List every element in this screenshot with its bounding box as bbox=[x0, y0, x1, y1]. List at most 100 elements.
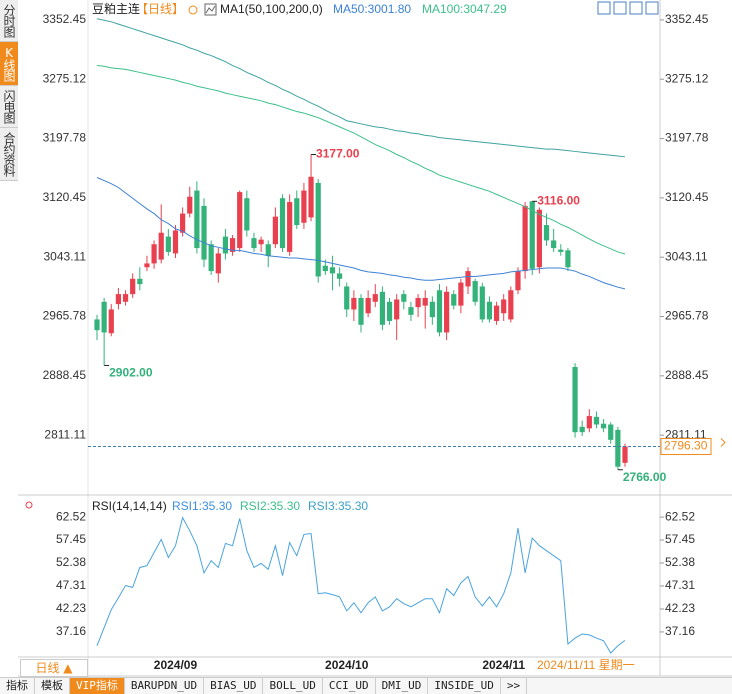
candle-body bbox=[222, 236, 229, 254]
y-tick-label: 3120.45 bbox=[43, 190, 87, 204]
candle-body bbox=[251, 238, 257, 249]
y-tick-label: 52.38 bbox=[665, 555, 695, 569]
y-tick-label: 3120.45 bbox=[665, 190, 709, 204]
candle-body bbox=[137, 278, 143, 285]
candle-body bbox=[565, 250, 571, 268]
legend-entry: MA50:3001.80 bbox=[333, 2, 411, 16]
y-tick-label: 3352.45 bbox=[665, 12, 709, 26]
candle-body bbox=[529, 201, 535, 269]
cursor-date: 2024/11/11 星期一 bbox=[537, 658, 635, 672]
candle-body bbox=[429, 301, 435, 318]
tool-icon[interactable] bbox=[629, 1, 643, 15]
candle-body bbox=[336, 273, 343, 279]
bottom-tab[interactable]: BARUPDN_UD bbox=[125, 678, 205, 694]
indicator-icon[interactable] bbox=[204, 3, 217, 16]
candle-body bbox=[229, 238, 236, 252]
candle-body bbox=[144, 263, 150, 268]
candle-body bbox=[536, 209, 542, 268]
y-tick-label: 62.52 bbox=[56, 509, 86, 523]
bottom-tab[interactable]: INSIDE_UD bbox=[428, 678, 501, 694]
candle-body bbox=[115, 294, 122, 305]
y-tick-label: 3197.78 bbox=[665, 131, 709, 145]
bottom-tab[interactable]: >> bbox=[501, 678, 528, 694]
tool-icon[interactable] bbox=[597, 1, 611, 15]
y-tick-label: 42.23 bbox=[56, 601, 86, 615]
y-tick-label: 3275.12 bbox=[665, 71, 709, 85]
bottom-tabs: 指标 模板 VIP指标 BARUPDN_UD BIAS_UD BOLL_UD CCI_UD D… bbox=[0, 677, 732, 694]
bottom-tab[interactable]: BOLL_UD bbox=[263, 678, 323, 694]
candle-body bbox=[208, 244, 214, 272]
candle-body bbox=[122, 294, 129, 302]
add-icon[interactable] bbox=[188, 5, 198, 15]
legend-entry: RSI1:35.30 bbox=[172, 499, 232, 513]
sidebar-tab[interactable]: K线图 bbox=[0, 42, 18, 86]
candle-body bbox=[408, 307, 414, 315]
candle-body bbox=[287, 202, 293, 252]
candle-body bbox=[422, 297, 428, 306]
candle-body bbox=[501, 299, 507, 314]
candle-body bbox=[358, 297, 364, 325]
candle-body bbox=[351, 297, 357, 310]
tool-icon[interactable] bbox=[645, 1, 659, 15]
sidebar-tab[interactable]: 闪电图 bbox=[0, 86, 18, 128]
candle-body bbox=[394, 299, 400, 320]
annotation-label: 3116.00 bbox=[537, 193, 580, 207]
y-tick-label: 57.45 bbox=[56, 532, 86, 546]
chart-title: 豆粕主连 bbox=[92, 1, 140, 16]
y-tick-label: 2811.11 bbox=[665, 427, 707, 441]
x-tick-label: 2024/10 bbox=[325, 658, 369, 672]
sidebar-tab[interactable]: 合约资料 bbox=[0, 128, 18, 181]
candle-body bbox=[622, 446, 628, 463]
candle-body bbox=[344, 286, 350, 310]
settings-icon[interactable] bbox=[25, 501, 33, 509]
tool-icon[interactable] bbox=[613, 1, 627, 15]
sidebar-tab[interactable]: 分时图 bbox=[0, 0, 18, 42]
candle-body bbox=[279, 198, 286, 249]
rsi-line bbox=[96, 516, 626, 654]
ma-line bbox=[96, 18, 626, 158]
y-tick-label: 2888.45 bbox=[43, 368, 87, 382]
candle-body bbox=[458, 282, 464, 306]
candle-body bbox=[379, 291, 386, 325]
candle-body bbox=[493, 305, 500, 321]
bottom-tab[interactable]: DMI_UD bbox=[376, 678, 429, 694]
rsi-title: RSI(14,14,14) bbox=[92, 499, 167, 513]
bottom-tab[interactable]: VIP指标 bbox=[70, 678, 125, 694]
candle-body bbox=[244, 198, 250, 231]
bottom-tab[interactable]: CCI_UD bbox=[323, 678, 376, 694]
y-tick-label: 3043.11 bbox=[665, 249, 708, 263]
candle-body bbox=[572, 366, 578, 433]
ma-line bbox=[96, 177, 626, 290]
candle-body bbox=[201, 205, 207, 260]
bottom-tab[interactable]: 指标 bbox=[0, 678, 35, 694]
y-tick-label: 57.45 bbox=[665, 532, 695, 546]
candle-body bbox=[415, 297, 421, 308]
candle-body bbox=[600, 423, 607, 429]
indicator-icon bbox=[205, 5, 216, 14]
period-selector[interactable]: 日线 ▲ bbox=[20, 659, 88, 677]
candle-body bbox=[315, 182, 321, 277]
y-tick-label: 3352.45 bbox=[43, 12, 87, 26]
bottom-tab[interactable]: BIAS_UD bbox=[204, 678, 264, 694]
candle-body bbox=[329, 267, 336, 274]
candle-body bbox=[194, 190, 200, 249]
candle-body bbox=[372, 294, 378, 302]
last-price-box bbox=[660, 438, 712, 456]
candle-body bbox=[472, 281, 478, 302]
y-tick-label: 37.16 bbox=[56, 624, 86, 638]
annotation-label: 3177.00 bbox=[316, 147, 360, 161]
candle-body bbox=[451, 294, 457, 306]
candle-body bbox=[486, 301, 493, 320]
candle-body bbox=[593, 416, 600, 425]
annotation-label: 2766.00 bbox=[623, 470, 667, 484]
period-label: 【日线】 bbox=[136, 2, 184, 16]
candle-body bbox=[101, 301, 107, 333]
candle-body bbox=[579, 426, 585, 433]
candle-body bbox=[258, 239, 264, 245]
candle-body bbox=[551, 240, 557, 249]
bottom-tab[interactable]: 模板 bbox=[35, 678, 70, 694]
candle-body bbox=[172, 230, 179, 254]
